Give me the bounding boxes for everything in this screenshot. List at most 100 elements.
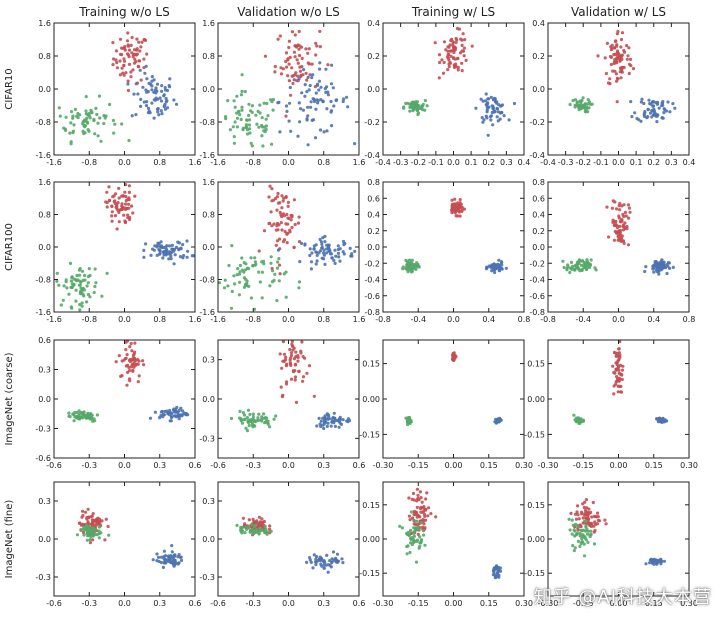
point-15-red-59 — [586, 517, 591, 522]
point-1-green-31 — [240, 105, 244, 109]
point-9-red-51 — [296, 354, 300, 358]
point-12-red-3 — [81, 509, 85, 513]
point-5-green-62 — [275, 299, 279, 303]
point-1-blue-38 — [300, 91, 304, 95]
ytick-label-8-1: -0.3 — [35, 425, 51, 434]
point-14-red-34 — [409, 531, 413, 536]
point-5-green-49 — [262, 262, 266, 266]
point-1-red-37 — [296, 74, 300, 78]
point-8-blue-24 — [177, 417, 181, 421]
point-4-green-56 — [77, 268, 82, 272]
point-10-blue-28 — [493, 420, 497, 424]
point-0-blue-0 — [144, 104, 149, 108]
point-2-red-24 — [447, 45, 451, 49]
point-4-green-32 — [70, 275, 74, 279]
ytick-label-5-2: 0.0 — [202, 243, 215, 252]
point-8-red-31 — [125, 383, 129, 387]
point-2-red-32 — [454, 40, 458, 45]
xtick-label-12-0: -0.6 — [46, 599, 62, 608]
point-14-green-18 — [419, 521, 424, 525]
point-7-green-51 — [571, 264, 575, 268]
point-5-red-34 — [292, 198, 296, 202]
point-13-red-38 — [241, 516, 245, 520]
point-15-green-49 — [588, 533, 592, 537]
point-12-red-64 — [97, 519, 101, 524]
point-6-red-57 — [458, 214, 462, 218]
point-13-blue-43 — [314, 560, 318, 564]
point-2-red-30 — [456, 57, 460, 61]
point-14-red-45 — [413, 522, 417, 527]
point-2-blue-55 — [502, 114, 506, 118]
point-12-red-59 — [90, 520, 94, 525]
point-14-green-40 — [405, 552, 409, 556]
point-0-green-62 — [72, 123, 76, 127]
point-5-blue-65 — [320, 256, 324, 260]
point-0-green-67 — [62, 126, 66, 130]
point-6-blue-13 — [485, 265, 489, 269]
ytick-label-0-0: -1.6 — [35, 151, 51, 160]
point-1-green-62 — [245, 118, 249, 122]
point-11-red-40 — [618, 372, 622, 376]
point-0-blue-9 — [174, 102, 179, 106]
point-3-red-60 — [614, 39, 618, 44]
point-1-red-20 — [293, 73, 297, 77]
point-1-blue-73 — [326, 93, 330, 97]
point-9-green-45 — [257, 418, 261, 422]
point-15-red-22 — [577, 517, 581, 521]
ytick-label-6-1: -0.6 — [364, 292, 380, 301]
panel-frame-9 — [217, 339, 360, 459]
point-13-green-49 — [254, 530, 258, 534]
point-14-blue-29 — [497, 567, 501, 572]
point-7-red-67 — [625, 227, 629, 231]
point-13-green-35 — [263, 530, 267, 534]
point-3-red-67 — [603, 56, 607, 60]
point-3-red-77 — [620, 31, 625, 35]
point-2-blue-16 — [489, 114, 494, 118]
point-14-red-0 — [419, 496, 423, 500]
point-13-green-38 — [264, 527, 268, 531]
point-5-green-31 — [277, 279, 281, 283]
point-1-blue-70 — [309, 100, 313, 104]
point-4-red-23 — [110, 214, 114, 218]
point-4-blue-49 — [155, 253, 159, 257]
point-1-red-32 — [305, 78, 309, 82]
point-1-red-30 — [279, 72, 284, 76]
point-9-green-42 — [256, 416, 260, 420]
point-14-red-42 — [422, 522, 426, 526]
panel-frame-13 — [217, 481, 360, 597]
point-15-green-22 — [578, 544, 582, 549]
point-9-red-27 — [288, 361, 292, 365]
point-5-blue-29 — [328, 252, 333, 256]
point-5-blue-1 — [308, 253, 312, 258]
ytick-label-7-8: 0.8 — [532, 178, 545, 187]
point-1-blue-35 — [345, 95, 349, 99]
ytick-label-9-0: -0.3 — [199, 434, 215, 443]
point-5-blue-39 — [332, 258, 336, 262]
xtick-label-9-0: -0.6 — [210, 461, 226, 470]
point-5-red-41 — [275, 221, 280, 226]
point-4-red-1 — [107, 185, 111, 189]
point-9-blue-53 — [321, 416, 325, 420]
point-3-blue-0 — [666, 100, 670, 104]
point-9-green-32 — [253, 419, 257, 423]
point-3-red-49 — [615, 100, 619, 104]
point-4-red-61 — [121, 194, 125, 198]
point-1-green-34 — [271, 108, 275, 112]
point-1-red-45 — [293, 33, 297, 37]
point-14-red-58 — [427, 506, 431, 510]
point-4-blue-29 — [177, 241, 181, 245]
point-1-blue-29 — [322, 130, 326, 134]
point-1-green-14 — [235, 116, 240, 120]
xtick-label-11-1: -0.15 — [573, 461, 594, 470]
point-1-red-61 — [290, 66, 294, 70]
point-2-red-38 — [461, 32, 465, 36]
point-0-blue-64 — [159, 109, 163, 113]
point-1-green-5 — [233, 105, 237, 109]
point-2-blue-43 — [500, 110, 504, 115]
point-1-green-55 — [240, 89, 244, 93]
point-12-green-44 — [85, 526, 89, 530]
ytick-label-3-0: -0.4 — [529, 151, 545, 160]
ytick-label-4-3: 0.8 — [38, 211, 51, 220]
point-2-blue-28 — [474, 106, 478, 110]
xtick-label-12-3: 0.3 — [153, 599, 166, 608]
